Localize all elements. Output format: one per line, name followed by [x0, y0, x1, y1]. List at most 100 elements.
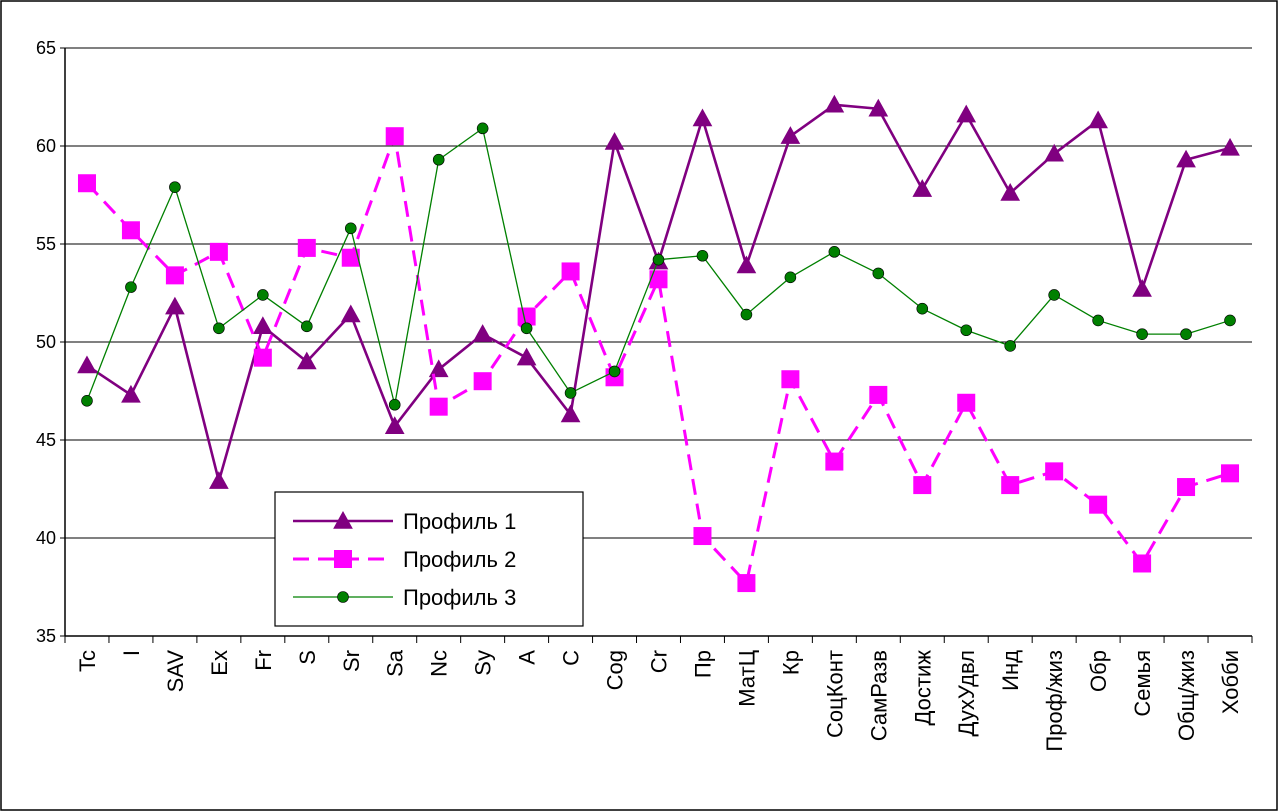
data-point: [1136, 328, 1148, 340]
data-point: [169, 181, 181, 193]
data-point: [472, 324, 493, 342]
data-point: [385, 127, 404, 146]
x-tick-label: Кр: [778, 650, 803, 675]
data-point: [604, 132, 625, 150]
y-tick-label: 50: [36, 332, 56, 352]
series-3: [81, 122, 1236, 411]
data-point: [1048, 289, 1060, 301]
data-point: [960, 324, 973, 337]
x-tick-label: СамРазв: [866, 650, 891, 741]
data-point: [1176, 149, 1196, 168]
x-tick-label: Достиж: [910, 650, 935, 726]
data-point: [825, 452, 844, 471]
legend-swatch-marker: [334, 550, 352, 568]
y-tick-label: 40: [36, 528, 56, 548]
data-point: [340, 304, 361, 323]
x-tick-label: I: [119, 650, 144, 656]
data-point: [608, 365, 621, 378]
x-tick-label: ДухУдвл: [954, 650, 979, 737]
data-point: [516, 347, 537, 366]
data-point: [517, 307, 536, 326]
data-point: [737, 574, 756, 593]
data-point: [341, 248, 360, 267]
x-tick-label: Sa: [383, 649, 408, 677]
data-point: [209, 471, 229, 489]
data-point: [560, 404, 581, 423]
data-point: [1221, 464, 1240, 483]
x-tick-label: СоцКонт: [822, 650, 847, 738]
x-tick-label: Пр: [690, 650, 715, 678]
data-point: [652, 253, 665, 266]
data-point: [77, 174, 96, 193]
data-point: [913, 476, 932, 495]
data-point: [300, 320, 313, 333]
data-point: [1004, 340, 1017, 352]
data-point: [520, 322, 533, 335]
data-point: [1092, 314, 1104, 327]
x-tick-label: Хобби: [1218, 650, 1243, 714]
data-point: [1001, 476, 1020, 495]
data-point: [121, 384, 141, 403]
data-point: [957, 393, 976, 412]
legend-swatch-marker: [333, 510, 353, 529]
legend-swatch-marker: [337, 591, 349, 603]
series-line: [85, 134, 1231, 585]
data-point: [1044, 143, 1065, 162]
data-point: [432, 153, 445, 166]
data-point: [692, 108, 713, 127]
x-tick-label: Семья: [1130, 650, 1155, 717]
data-point: [784, 271, 797, 284]
data-point: [209, 242, 228, 261]
data-point: [81, 394, 93, 407]
y-tick-label: 60: [36, 136, 56, 156]
data-point: [473, 372, 492, 391]
x-tick-label: Обр: [1086, 650, 1111, 692]
legend-entry-label: Профиль 1: [403, 509, 516, 534]
data-point: [1177, 478, 1196, 497]
x-tick-label: Cr: [647, 650, 672, 673]
data-point: [912, 179, 933, 197]
data-point: [125, 281, 137, 293]
x-tick-label: Nc: [427, 650, 452, 677]
data-point: [696, 249, 709, 262]
x-tick-label: Fr: [251, 650, 276, 671]
data-point: [121, 221, 140, 240]
x-axis-ticks: Tc I SAV Ex Fr S Sr Sa Nc Sy A C Cog Cr Пр МатЦ Кр СоцКон…: [64, 636, 1253, 752]
x-tick-label: Cog: [603, 650, 628, 690]
x-tick-label: SAV: [163, 650, 188, 693]
data-point: [1180, 328, 1192, 340]
data-point: [252, 316, 273, 335]
data-point: [1220, 137, 1240, 156]
data-point: [429, 397, 448, 416]
y-tick-label: 45: [36, 430, 56, 450]
data-point: [388, 398, 401, 411]
data-point: [165, 296, 185, 315]
y-axis-ticks: 35 40 45 50 55 60 65: [36, 38, 65, 646]
x-tick-label: C: [559, 650, 584, 666]
legend: Профиль 1 Профиль 2 Профиль 3: [274, 491, 584, 627]
data-point: [916, 302, 929, 315]
data-point: [1224, 314, 1236, 327]
data-point: [296, 351, 317, 370]
data-point: [828, 246, 841, 258]
legend-entry-label: Профиль 2: [403, 547, 516, 572]
data-point: [428, 359, 449, 378]
series-group: [77, 94, 1240, 593]
data-point: [257, 289, 269, 301]
data-point: [165, 266, 184, 285]
data-point: [649, 270, 668, 289]
x-tick-label: Проф/жиз: [1042, 650, 1067, 752]
data-point: [872, 267, 885, 280]
y-tick-label: 35: [36, 626, 56, 646]
grid-lines: [65, 47, 1252, 539]
x-tick-label: Ex: [207, 650, 232, 676]
data-point: [824, 94, 845, 113]
data-point: [1133, 554, 1152, 573]
data-point: [476, 122, 489, 135]
x-tick-label: Tc: [75, 650, 100, 672]
legend-entry-label: Профиль 3: [403, 585, 516, 610]
data-point: [384, 416, 405, 434]
